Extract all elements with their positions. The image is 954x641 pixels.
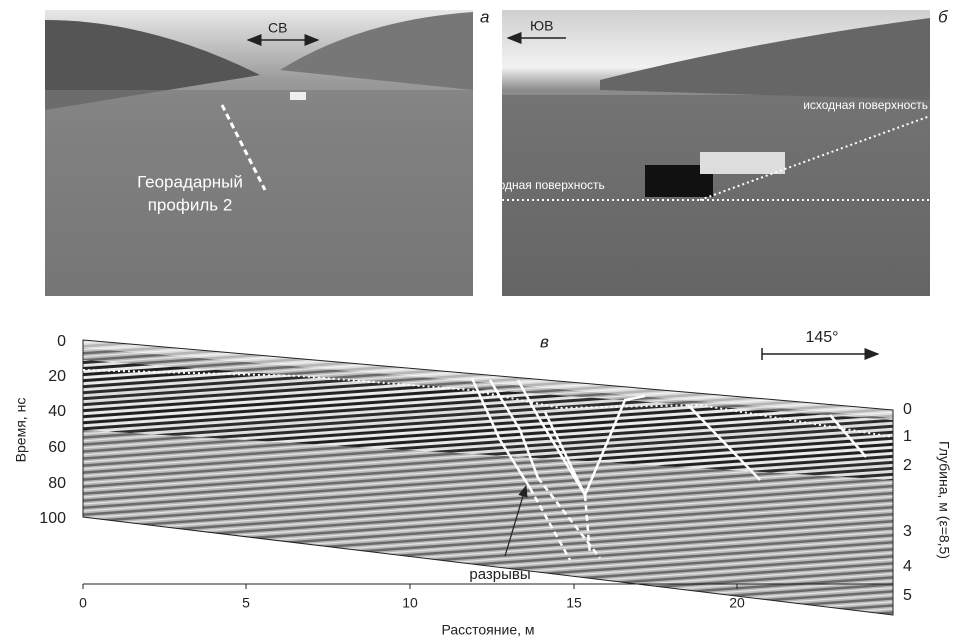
x-tick-label: 10 — [402, 595, 418, 611]
photo-b: б ЮВ исходная поверхность исходная повер… — [480, 7, 949, 296]
direction-label: ЮВ — [530, 18, 553, 34]
radargram: в 145° разрывы Расстояние, м Время, нс Г… — [13, 329, 953, 637]
x-tick-label: 0 — [79, 595, 87, 611]
y2-tick-label: 0 — [903, 401, 912, 418]
y2-tick-label: 3 — [903, 523, 912, 540]
panel-label: в — [540, 332, 549, 351]
panel-label: б — [938, 7, 949, 26]
y-axis-title: Время, нс — [13, 398, 29, 463]
direction-label: СВ — [268, 20, 287, 36]
azimuth: 145° — [805, 329, 838, 346]
y-tick-label: 60 — [48, 439, 66, 456]
x-tick-label: 15 — [566, 595, 582, 611]
caption: профиль 2 — [148, 195, 233, 214]
y2-tick-label: 2 — [903, 457, 912, 474]
y-tick-label: 100 — [39, 510, 66, 527]
y2-tick-label: 1 — [903, 428, 912, 445]
annotation: исходная поверхность — [803, 98, 928, 112]
y-tick-label: 80 — [48, 475, 66, 492]
x-tick-label: 20 — [729, 595, 745, 611]
annotation: исходная поверхность — [480, 178, 605, 192]
photo-a: а СВ Георадарный профиль 2 — [45, 7, 489, 296]
y-tick-label: 40 — [48, 403, 66, 420]
panel-label: а — [480, 7, 489, 26]
y-tick-label: 0 — [57, 333, 66, 350]
annotation: разрывы — [469, 566, 530, 583]
y2-tick-label: 5 — [903, 587, 912, 604]
figure: а СВ Георадарный профиль 2 б ЮВ исходная… — [0, 0, 954, 641]
x-tick-label: 5 — [242, 595, 250, 611]
caption: Георадарный — [137, 172, 243, 191]
x-axis-title: Расстояние, м — [441, 622, 534, 638]
y2-axis-title: Глубина, м (ε=8,5) — [936, 441, 952, 559]
y-tick-label: 20 — [48, 368, 66, 385]
y2-tick-label: 4 — [903, 558, 912, 575]
